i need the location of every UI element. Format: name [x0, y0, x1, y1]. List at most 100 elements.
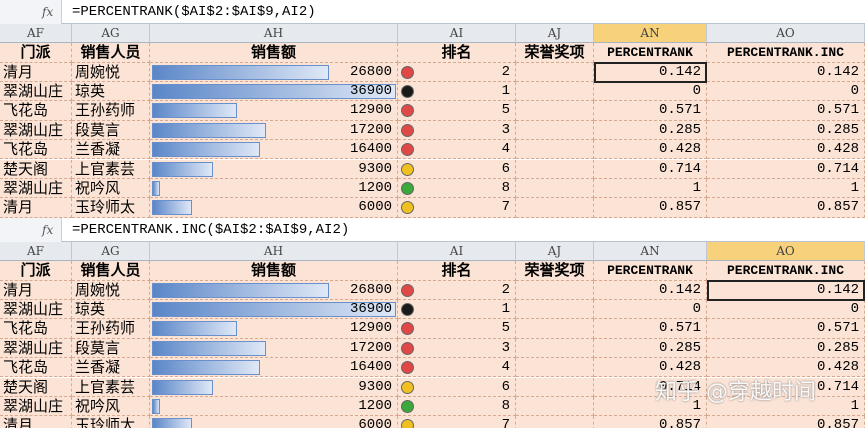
text-cell: 清月 [3, 416, 34, 428]
data-bar [152, 142, 261, 158]
cell [516, 198, 594, 218]
number-cell: 0.285 [658, 339, 701, 356]
status-icon [401, 361, 414, 375]
text-cell: 翠湖山庄 [3, 120, 64, 139]
cell: 楚天阁 [0, 159, 72, 179]
cell: 玉玲师太 [72, 198, 150, 218]
number-cell: 0.714 [658, 378, 701, 395]
data-bar [152, 340, 266, 356]
cell: 26800 [150, 280, 398, 300]
data-bar [152, 64, 330, 80]
text-cell: 周婉悦 [75, 280, 121, 299]
header-cell: 荣誉奖项 [516, 43, 594, 63]
status-icon [401, 322, 414, 336]
number-cell: 0.857 [658, 199, 701, 216]
cell: 琼英 [72, 81, 150, 102]
cell: 26800 [150, 62, 398, 82]
status-icon [401, 65, 414, 79]
number-cell: 7 [501, 199, 510, 216]
number-cell: 3 [501, 121, 510, 138]
number-cell: 0.571 [816, 320, 859, 337]
cell: 清月 [0, 62, 72, 82]
cell: 0.857 [707, 198, 865, 218]
column-header: AG [72, 242, 150, 261]
cell [516, 159, 594, 179]
number-cell: 0.428 [658, 141, 701, 158]
cell: 0.285 [594, 120, 707, 141]
status-icon [401, 123, 414, 137]
number-cell: 1200 [358, 397, 392, 414]
cell [516, 416, 594, 428]
cell [516, 338, 594, 359]
cell: 1200 [150, 178, 398, 199]
column-header: AO [707, 242, 865, 261]
number-cell: 0.571 [658, 320, 701, 337]
cell: 清月 [0, 416, 72, 428]
cell: 0.714 [594, 377, 707, 397]
header-cell: 门派 [0, 43, 72, 63]
text-cell: 翠湖山庄 [3, 396, 64, 415]
column-header: AI [398, 24, 516, 43]
number-cell: 12900 [349, 102, 392, 119]
cell: 飞花岛 [0, 101, 72, 121]
text-cell: 翠湖山庄 [3, 178, 64, 197]
number-cell: 4 [501, 359, 510, 376]
text-cell: 祝吟风 [75, 178, 121, 197]
cell: 段莫言 [72, 120, 150, 141]
cell: 0.857 [594, 416, 707, 428]
cell: 0.285 [707, 120, 865, 141]
number-cell: 0.142 [658, 63, 701, 80]
cell [516, 299, 594, 320]
cell: 6 [398, 377, 516, 397]
status-icon [401, 283, 414, 297]
number-cell: 12900 [349, 320, 392, 337]
data-bar [152, 301, 396, 317]
number-cell: 0 [850, 300, 859, 317]
cell [516, 396, 594, 417]
number-cell: 0.857 [816, 417, 859, 428]
cell [516, 178, 594, 199]
number-cell: 1 [850, 179, 859, 196]
watermark: 知乎 @穿越时间 [655, 380, 816, 405]
data-bar [152, 161, 214, 177]
cell: 9300 [150, 377, 398, 397]
cell: 6 [398, 159, 516, 179]
data-bar [152, 83, 396, 99]
cell: 翠湖山庄 [0, 120, 72, 141]
text-cell: 楚天阁 [3, 159, 49, 178]
number-cell: 3 [501, 339, 510, 356]
text-cell: 段莫言 [75, 338, 121, 357]
data-bar [152, 103, 238, 119]
cell: 翠湖山庄 [0, 396, 72, 417]
cell: 0.571 [594, 319, 707, 339]
cell: 0.571 [707, 319, 865, 339]
text-cell: 飞花岛 [3, 319, 49, 338]
cell: 5 [398, 319, 516, 339]
column-header: AN [594, 242, 707, 261]
cell: 楚天阁 [0, 377, 72, 397]
data-bar [152, 282, 330, 298]
text-cell: 兰香凝 [75, 140, 121, 159]
text-cell: 玉玲师太 [75, 416, 136, 428]
cell: 1 [594, 396, 707, 417]
cell: 祝吟风 [72, 396, 150, 417]
cell: 0.428 [594, 358, 707, 378]
number-cell: 7 [501, 417, 510, 428]
number-cell: 17200 [349, 121, 392, 138]
cell: 4 [398, 140, 516, 160]
column-header: AH [150, 242, 398, 261]
cell: 0.142 [594, 280, 707, 300]
cell: 6000 [150, 416, 398, 428]
number-cell: 1200 [358, 179, 392, 196]
status-icon [401, 84, 414, 98]
number-cell: 5 [501, 320, 510, 337]
cell: 飞花岛 [0, 319, 72, 339]
number-cell: 9300 [358, 160, 392, 177]
cell: 0 [707, 81, 865, 102]
column-header: AF [0, 24, 72, 43]
cell: 0.571 [707, 101, 865, 121]
header-cell: PERCENTRANK.INC [707, 261, 865, 281]
text-cell: 祝吟风 [75, 396, 121, 415]
number-cell: 0.714 [816, 378, 859, 395]
column-header: AH [150, 24, 398, 43]
